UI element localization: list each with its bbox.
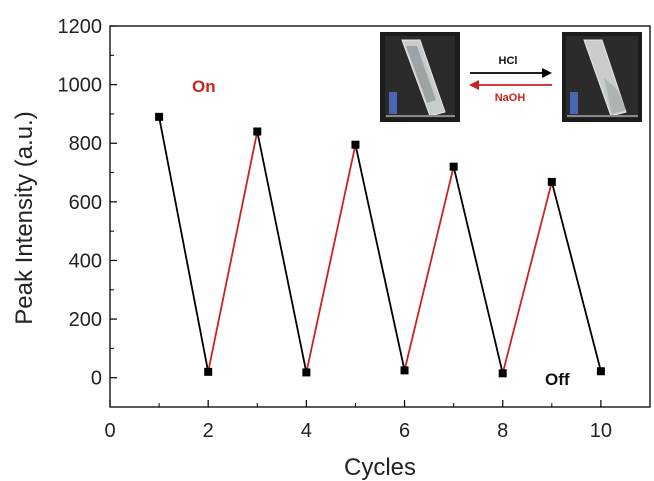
series-segment	[501, 181, 553, 374]
x-tick-label: 2	[203, 420, 214, 442]
series-segment	[256, 131, 308, 373]
y-tick-label: 200	[69, 309, 102, 331]
x-tick-label: 4	[301, 420, 312, 442]
y-tick-label: 600	[69, 192, 102, 214]
plot-area-frame	[109, 25, 651, 408]
data-point	[449, 162, 458, 171]
data-point	[498, 369, 507, 378]
y-tick-label: 1000	[58, 75, 103, 97]
data-point	[302, 368, 311, 377]
data-point	[155, 112, 164, 121]
series-segment	[305, 144, 357, 373]
series-points	[155, 112, 605, 378]
series-segment	[452, 166, 504, 374]
series-segment	[207, 131, 259, 373]
inset: HCl NaOH	[380, 32, 642, 122]
inset-photo-acid	[380, 32, 460, 122]
y-axis-label: Peak Intensity (a.u.)	[11, 111, 38, 324]
y-tick-label: 1200	[58, 16, 103, 38]
off-annotation: Off	[545, 370, 570, 389]
series-segment	[550, 181, 602, 372]
on-annotation: On	[192, 77, 216, 96]
series-segment	[403, 166, 455, 371]
series-segment	[158, 116, 210, 373]
data-point	[204, 367, 213, 376]
data-point	[596, 367, 605, 376]
x-tick-label: 6	[399, 420, 410, 442]
x-tick-label: 0	[104, 420, 115, 442]
data-point	[400, 366, 409, 375]
inset-photo-base	[562, 32, 642, 122]
data-point	[547, 177, 556, 186]
x-tick-label: 8	[497, 420, 508, 442]
y-tick-label: 800	[69, 133, 102, 155]
backward-arrow	[469, 80, 552, 90]
forward-arrow-label: HCl	[499, 55, 518, 67]
axis-tick-labels: 0 2 4 6 8 10 0 200 400 600 800 1000 1200	[58, 16, 613, 442]
series-lines	[158, 116, 602, 374]
backward-arrow-label: NaOH	[495, 92, 526, 104]
data-point	[253, 127, 262, 136]
axis-ticks	[109, 25, 602, 407]
x-tick-label: 10	[590, 420, 612, 442]
data-point	[351, 140, 360, 149]
y-tick-label: 400	[69, 250, 102, 272]
x-axis-label: Cycles	[344, 454, 416, 481]
series-segment	[354, 144, 406, 371]
forward-arrow	[470, 68, 552, 78]
y-tick-label: 0	[91, 368, 102, 390]
